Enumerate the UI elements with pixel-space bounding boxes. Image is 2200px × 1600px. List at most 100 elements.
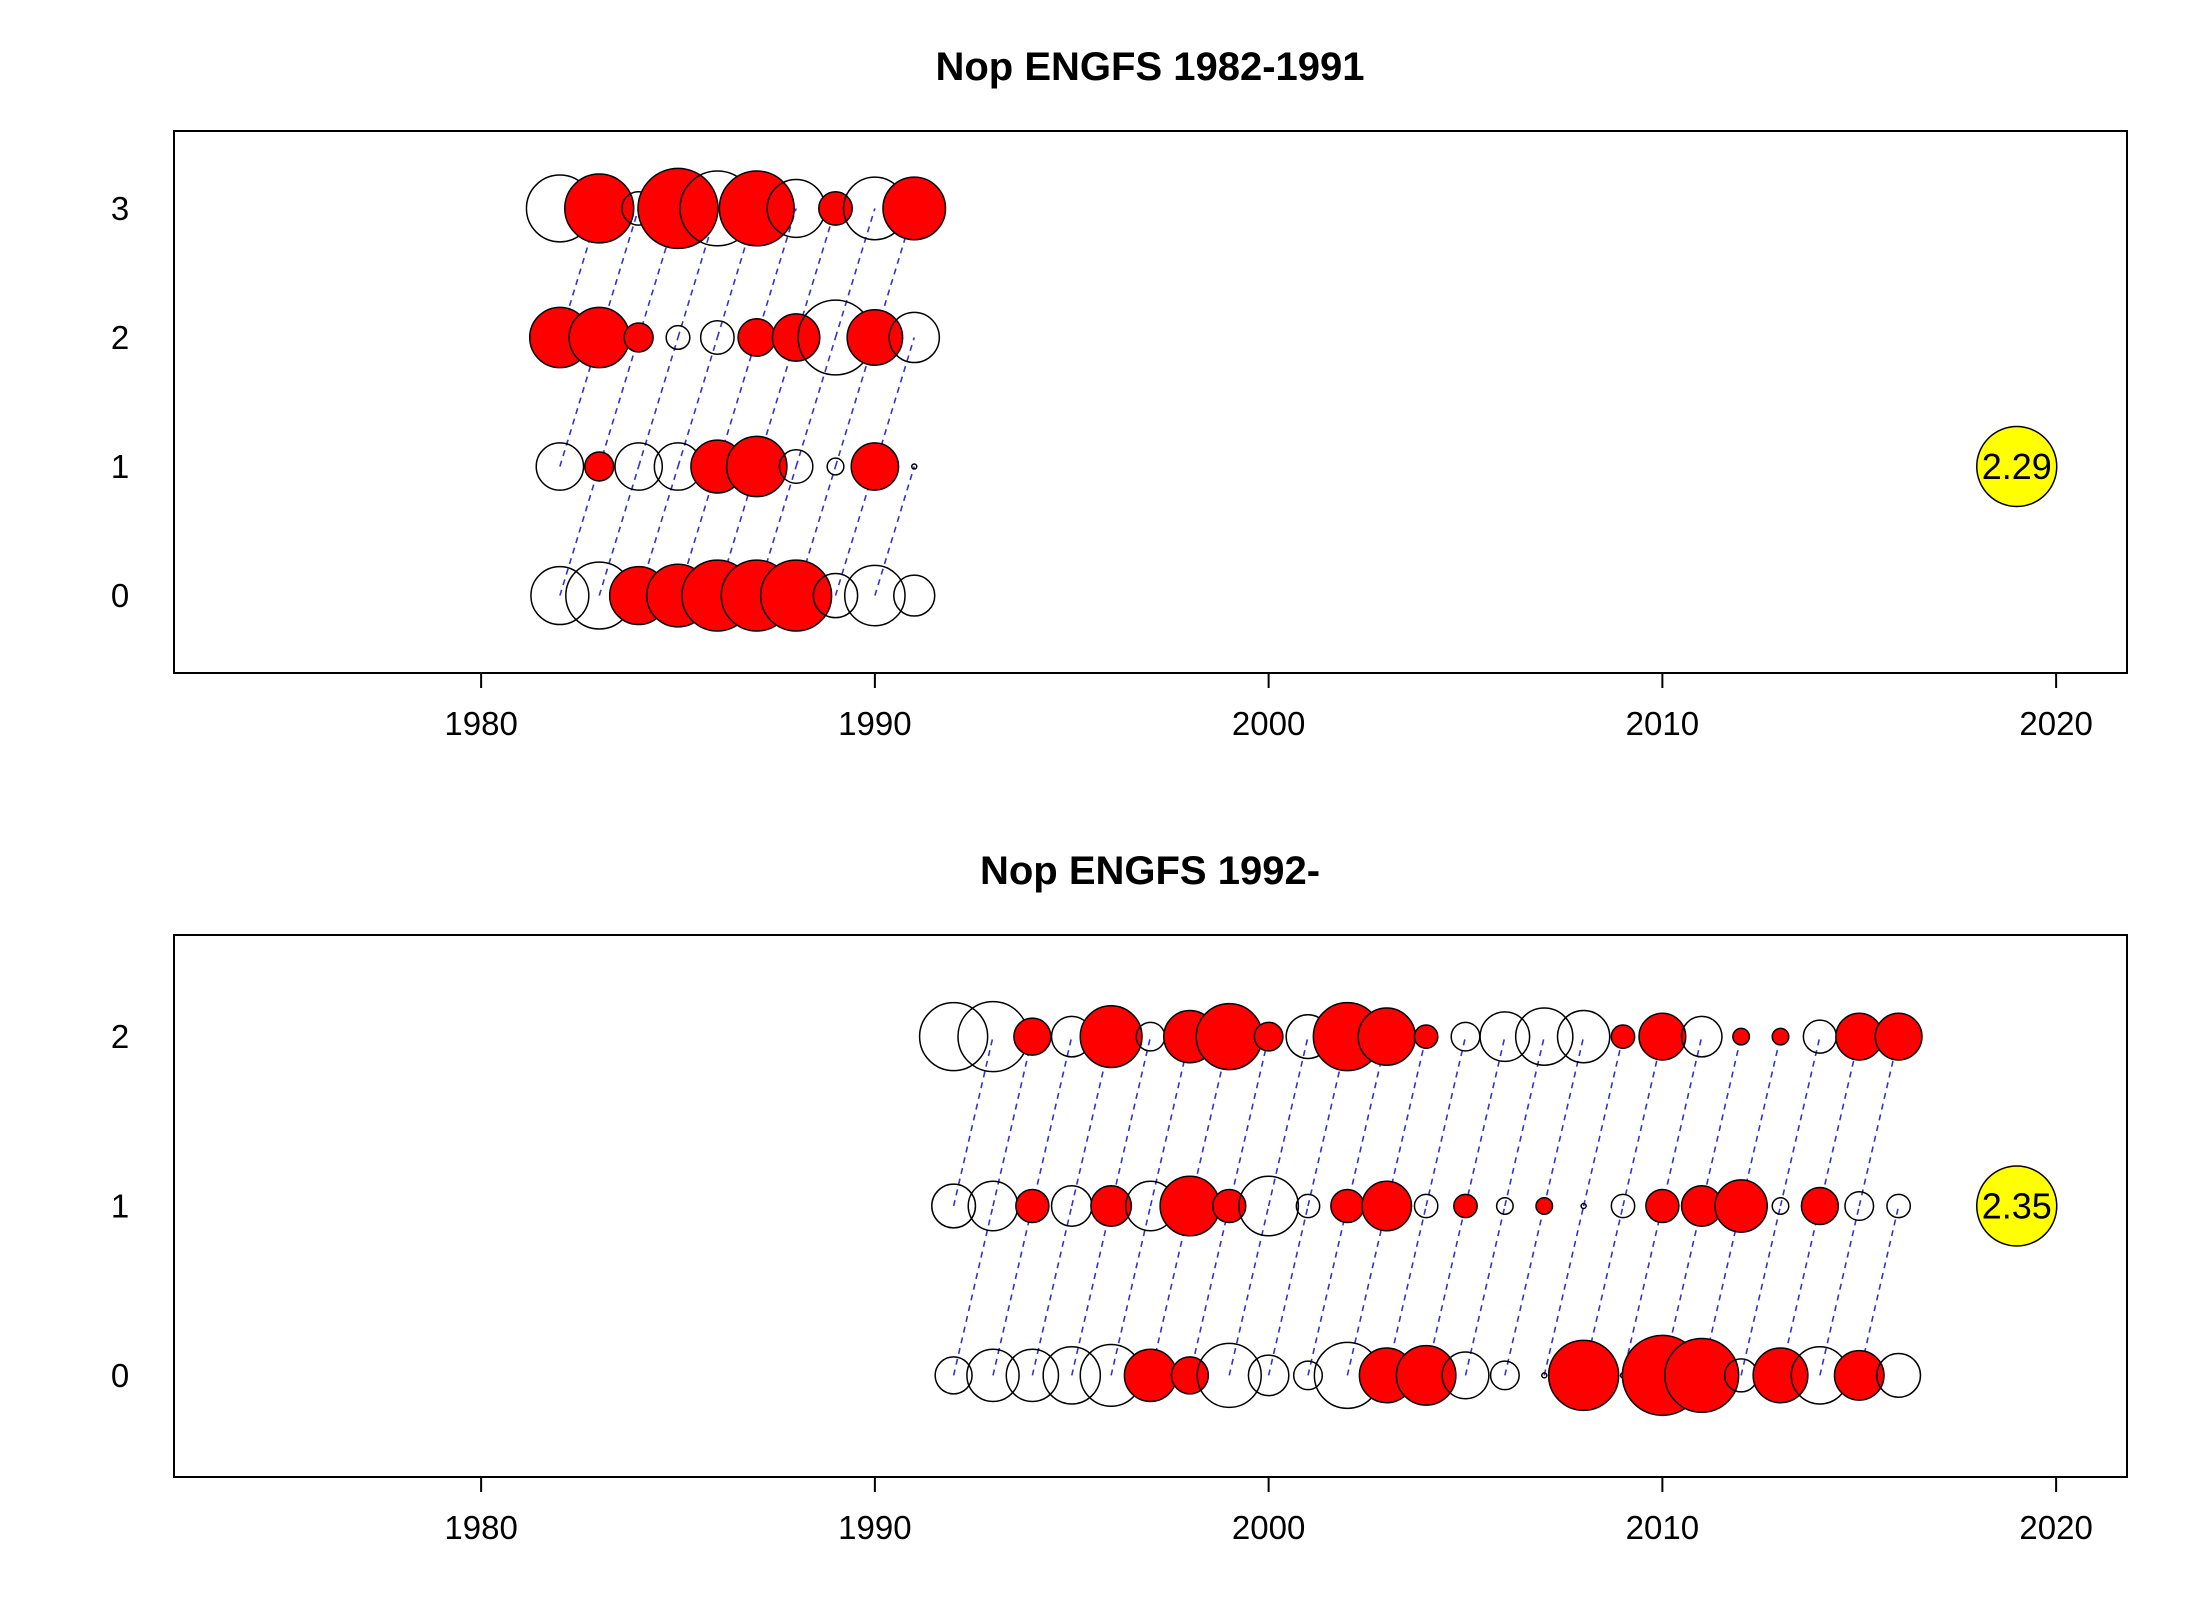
cohort-line: [1700, 1205, 1742, 1376]
negative-residual-bubble: [1413, 1193, 1439, 1219]
x-axis: 1980 1990 2000 2010 2020: [444, 1477, 2093, 1546]
positive-residual-bubble: [1330, 1188, 1365, 1224]
cohort-line: [1661, 1205, 1703, 1376]
cohort-line: [559, 466, 601, 596]
negative-residual-bubble: [893, 574, 936, 617]
cohort-line: [1740, 1036, 1782, 1207]
max-residual-label: 2.35: [1982, 1186, 2052, 1227]
bubbles: [525, 167, 947, 632]
cohort-line: [1464, 1036, 1506, 1207]
x-tick-label: 1990: [838, 705, 911, 742]
negative-residual-bubble: [1495, 1196, 1514, 1216]
positive-residual-bubble: [637, 167, 719, 250]
plot-frame: [173, 934, 2128, 1478]
negative-residual-bubble: [1541, 1372, 1548, 1379]
cohort-line: [1740, 1205, 1782, 1376]
positive-residual-bubble: [1357, 1007, 1417, 1066]
cohort-line: [677, 337, 719, 467]
positive-residual-bubble: [564, 173, 635, 244]
positive-residual-bubble: [1453, 1193, 1478, 1219]
cohort-line: [1110, 1036, 1152, 1207]
x-tick-label: 1980: [444, 1509, 517, 1546]
cohort-line: [598, 337, 640, 467]
positive-residual-bubble: [1090, 1185, 1133, 1227]
cohort-line: [1228, 1036, 1270, 1207]
bubbles: [918, 1000, 1923, 1417]
negative-residual-bubble: [911, 463, 918, 470]
negative-residual-bubble: [1556, 1009, 1611, 1064]
y-tick-label: 1: [111, 448, 129, 485]
panel-title: Nop ENGFS 1982-1991: [935, 45, 1364, 89]
positive-residual-bubble: [850, 442, 900, 491]
negative-residual-bubble: [530, 565, 590, 626]
cohort-line: [1858, 1205, 1900, 1376]
negative-residual-bubble: [1844, 1190, 1875, 1222]
positive-residual-bubble: [759, 559, 833, 632]
negative-residual-bubble: [934, 1356, 973, 1395]
x-tick-label: 1990: [838, 1509, 911, 1546]
y-tick-label: 1: [111, 1188, 129, 1225]
cohort-line: [834, 208, 876, 338]
positive-residual-bubble: [1195, 1002, 1264, 1071]
negative-residual-bubble: [1247, 1354, 1290, 1397]
cohort-line: [1346, 1205, 1388, 1376]
positive-residual-bubble: [1732, 1027, 1751, 1046]
positive-residual-bubble: [1253, 1021, 1284, 1052]
bubble-panel-1982-1991: Nop ENGFS 1982-1991 1980 1990 2000 2010 2020…: [111, 45, 2128, 742]
x-tick-label: 2020: [2019, 1509, 2092, 1546]
y-tick-label: 3: [111, 190, 129, 227]
cohort-line: [1385, 1036, 1427, 1207]
x-tick-label: 2010: [1626, 1509, 1699, 1546]
negative-residual-bubble: [888, 311, 941, 364]
cohort-line: [1228, 1205, 1270, 1376]
cohort-line: [1779, 1205, 1821, 1376]
positive-residual-bubble: [1714, 1179, 1768, 1233]
positive-residual-bubble: [1361, 1180, 1413, 1232]
positive-residual-bubble: [1771, 1027, 1790, 1046]
negative-residual-bubble: [1680, 1015, 1723, 1058]
x-tick-label: 1980: [444, 705, 517, 742]
positive-residual-bubble: [1638, 1012, 1687, 1061]
cohort-line: [1267, 1205, 1309, 1376]
positive-residual-bubble: [1079, 1005, 1143, 1069]
y-tick-label: 2: [111, 319, 129, 356]
cohort-line: [1622, 1205, 1664, 1376]
y-axis: 0 1 2 3: [111, 190, 129, 614]
cohort-line: [874, 466, 916, 596]
cohort-line: [1700, 1036, 1742, 1207]
negative-residual-bubble: [778, 449, 814, 484]
negative-residual-bubble: [931, 1183, 977, 1229]
positive-residual-bubble: [1413, 1024, 1439, 1050]
cohort-line: [1582, 1036, 1624, 1207]
negative-residual-bubble: [966, 1348, 1020, 1403]
max-residual-label: 2.29: [1982, 446, 2052, 487]
cohort-line: [1031, 1036, 1073, 1207]
panel-title: Nop ENGFS 1992-: [980, 849, 1320, 893]
y-tick-label: 0: [111, 1357, 129, 1394]
positive-residual-bubble: [718, 170, 795, 247]
cohort-line: [1110, 1205, 1152, 1376]
cohort-line: [1267, 1036, 1309, 1207]
positive-residual-bubble: [623, 322, 654, 353]
positive-residual-bubble: [1645, 1188, 1680, 1224]
positive-residual-bubble: [1013, 1017, 1052, 1056]
positive-residual-bubble: [1395, 1344, 1457, 1406]
positive-residual-bubble: [584, 451, 615, 482]
negative-residual-bubble: [918, 1001, 989, 1072]
cohort-line: [1582, 1205, 1624, 1376]
cohort-line: [1819, 1205, 1861, 1376]
negative-residual-bubble: [1292, 1360, 1324, 1391]
max-residual-badge: 2.29: [1976, 425, 2058, 508]
cohort-line: [1385, 1205, 1427, 1376]
max-residual-circle: [1976, 425, 2058, 508]
bubble-panel-1992-onward: Nop ENGFS 1992- 1980 1990 2000 2010 2020 0 1 2…: [111, 849, 2128, 1546]
positive-residual-bubble: [1664, 1337, 1740, 1414]
positive-residual-bubble: [1610, 1024, 1636, 1050]
cohort-line: [1543, 1205, 1585, 1376]
negative-residual-bubble: [1479, 1011, 1531, 1063]
negative-residual-bubble: [1489, 1360, 1520, 1391]
negative-residual-bubble: [1802, 1019, 1838, 1054]
positive-residual-bubble: [846, 309, 904, 366]
cohort-lines: [559, 208, 916, 596]
